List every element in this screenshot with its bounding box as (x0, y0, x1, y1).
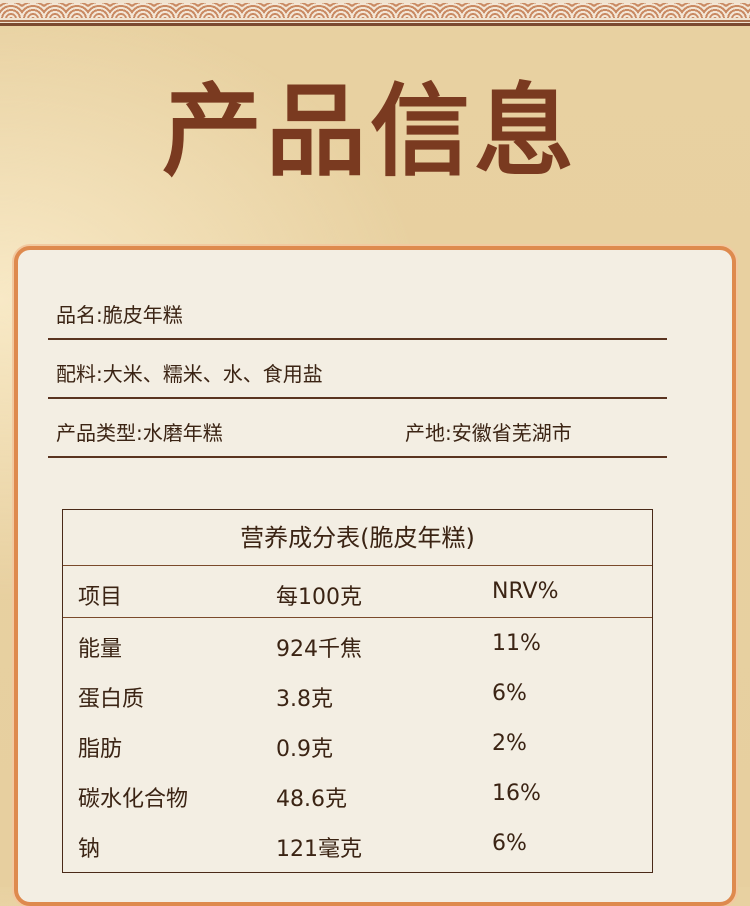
header-nrv: NRV% (492, 579, 559, 604)
nutrient-amount: 0.9克 (276, 737, 333, 762)
nutrient-nrv: 11% (492, 631, 541, 656)
nutrient-nrv: 6% (492, 831, 527, 856)
table-row: 蛋白质 3.8克 6% (63, 668, 652, 718)
nutrient-name: 碳水化合物 (78, 787, 189, 812)
nutrient-amount: 924千焦 (276, 637, 362, 662)
product-name: 品名:脆皮年糕 (56, 303, 183, 327)
nutrient-nrv: 6% (492, 681, 527, 706)
nutrition-table-title: 营养成分表(脆皮年糕) (63, 510, 652, 566)
table-row: 脂肪 0.9克 2% (63, 718, 652, 768)
table-row: 能量 924千焦 11% (63, 618, 652, 668)
nutrient-amount: 3.8克 (276, 687, 333, 712)
nutrient-nrv: 16% (492, 781, 541, 806)
nutrient-nrv: 2% (492, 731, 527, 756)
table-header: 项目 每100克 NRV% (63, 566, 652, 618)
header-per100g: 每100克 (276, 585, 362, 610)
nutrient-amount: 48.6克 (276, 787, 347, 812)
info-row-ingredients: 配料:大米、糯米、水、食用盐 (48, 340, 667, 399)
origin: 产地:安徽省芜湖市 (405, 421, 572, 445)
product-type: 产品类型:水磨年糕 (56, 421, 223, 445)
nutrition-table: 营养成分表(脆皮年糕) 项目 每100克 NRV% 能量 924千焦 11% 蛋白质 3… (62, 509, 653, 873)
ingredients: 配料:大米、糯米、水、食用盐 (56, 362, 323, 386)
page-title: 产品信息 (162, 72, 578, 190)
info-row-type: 产品类型:水磨年糕 产地:安徽省芜湖市 (48, 399, 667, 458)
nutrient-name: 能量 (78, 637, 123, 662)
header-item: 项目 (78, 585, 123, 610)
nutrient-name: 钠 (78, 837, 101, 862)
nutrient-name: 脂肪 (78, 737, 123, 762)
product-info-card (14, 246, 736, 906)
nutrient-amount: 121毫克 (276, 837, 362, 862)
decorative-border (0, 0, 750, 26)
table-row: 碳水化合物 48.6克 16% (63, 768, 652, 818)
info-row-name: 品名:脆皮年糕 (48, 281, 667, 340)
table-row: 钠 121毫克 6% (63, 818, 652, 868)
nutrient-name: 蛋白质 (78, 687, 145, 712)
